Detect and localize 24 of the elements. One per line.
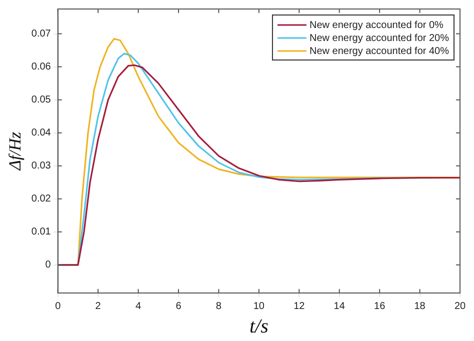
- y-tick-label: 0.05: [31, 94, 52, 106]
- x-tick-label: 8: [216, 300, 222, 312]
- x-tick-label: 10: [253, 300, 265, 312]
- x-tick-label: 2: [95, 300, 102, 312]
- y-axis-title: Δf/Hz: [6, 131, 25, 172]
- x-tick-label: 14: [334, 300, 346, 312]
- y-tick-label: 0.06: [31, 62, 52, 73]
- y-tick-label: 0.04: [31, 128, 52, 139]
- y-tick-label: 0.02: [31, 194, 52, 205]
- x-tick-label: 20: [454, 300, 466, 312]
- legend-label: New energy accounted for 40%: [309, 46, 450, 57]
- x-tick-label: 4: [136, 300, 142, 312]
- y-tick-label: 0.01: [31, 226, 52, 238]
- x-tick-label: 6: [176, 300, 182, 312]
- x-tick-label: 0: [55, 300, 62, 312]
- x-tick-label: 12: [294, 300, 306, 312]
- legend-label: New energy accounted for 0%: [309, 20, 444, 31]
- y-tick-label: 0: [45, 260, 52, 271]
- y-tick-label: 0.03: [31, 160, 52, 172]
- legend-label: New energy accounted for 20%: [309, 32, 450, 44]
- x-tick-label: 16: [374, 300, 386, 312]
- x-axis-title: t/s: [249, 315, 269, 338]
- x-tick-label: 18: [414, 300, 426, 312]
- y-tick-label: 0.07: [31, 28, 52, 40]
